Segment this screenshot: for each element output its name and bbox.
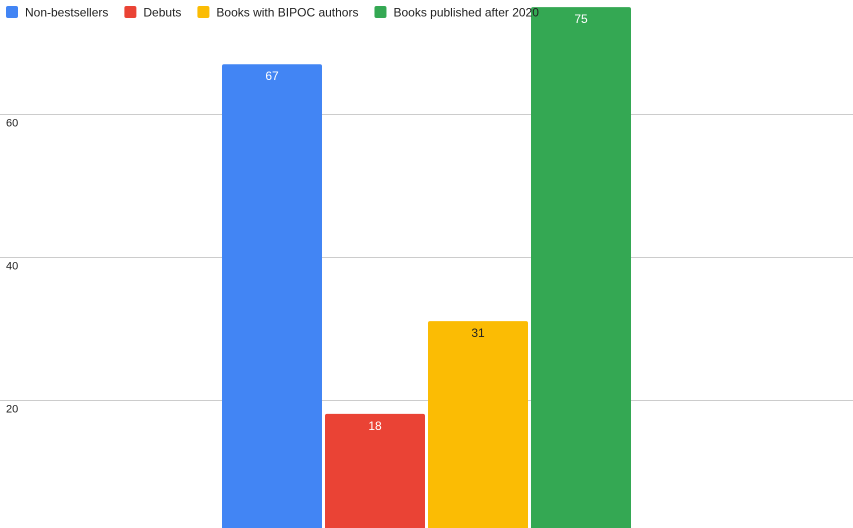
legend-label: Non-bestsellers [25, 6, 108, 20]
bar-books-with-bipoc-authors [428, 321, 528, 528]
legend-label: Books published after 2020 [393, 6, 539, 20]
bar-data-label: 18 [368, 419, 382, 433]
bar-data-label: 75 [574, 12, 588, 26]
bars: 67 18 31 75 [222, 7, 631, 528]
y-axis-ticks: 20 40 60 [6, 118, 18, 416]
legend-swatch [374, 6, 387, 18]
bar-data-label: 31 [471, 326, 485, 340]
y-tick-label: 20 [6, 404, 18, 416]
legend-swatch [197, 6, 210, 18]
legend-label: Books with BIPOC authors [216, 6, 358, 20]
legend: Non-bestsellers Debuts Books with BIPOC au… [6, 6, 539, 20]
bar-books-published-after-2020 [531, 7, 631, 528]
gridlines [0, 114, 853, 401]
legend-swatch [6, 6, 18, 18]
bar-data-label: 67 [265, 69, 279, 83]
legend-swatch [124, 6, 137, 18]
legend-label: Debuts [143, 6, 181, 20]
bar-debuts [325, 413, 425, 528]
bar-non-bestsellers [222, 64, 322, 528]
y-tick-label: 40 [6, 261, 18, 273]
y-tick-label: 60 [6, 118, 18, 130]
